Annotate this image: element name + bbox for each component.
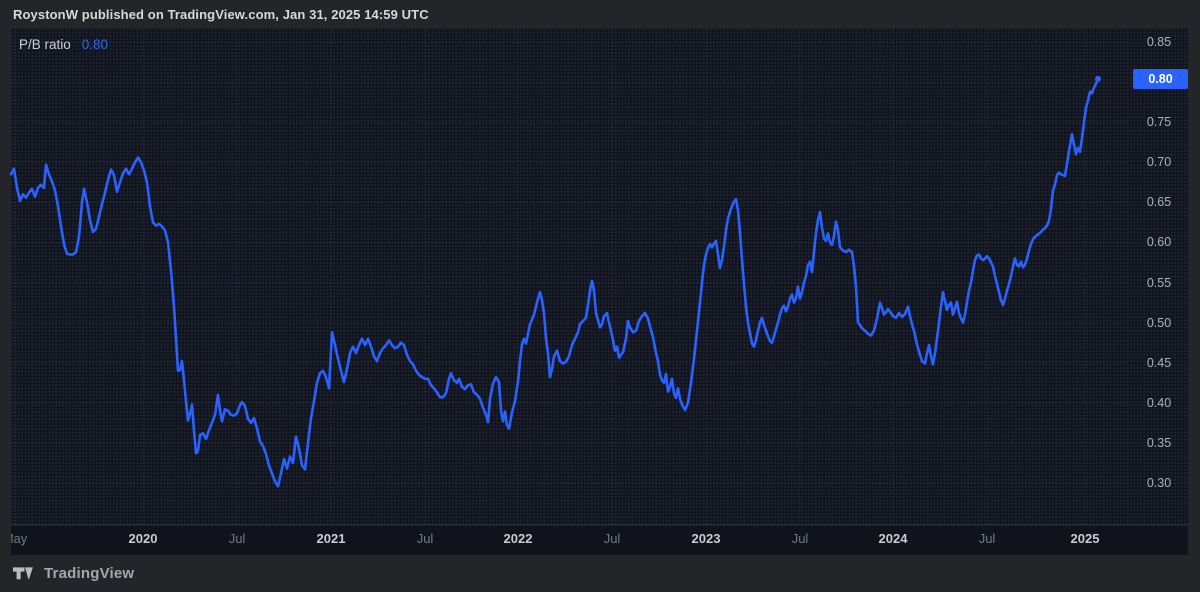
price-tick-label: 0.45 xyxy=(1146,355,1172,370)
price-tick-label: 0.75 xyxy=(1146,115,1172,130)
series-last-value: 0.80 xyxy=(81,37,109,52)
price-tick-label: 0.35 xyxy=(1146,435,1172,450)
chart-legend: P/B ratio 0.80 xyxy=(19,37,108,52)
price-tick-label: 0.60 xyxy=(1146,235,1172,250)
time-tick-label: 2025 xyxy=(1070,531,1100,546)
series-title: P/B ratio xyxy=(19,37,71,52)
price-tick-label: 0.85 xyxy=(1146,35,1172,49)
time-tick-label: 2022 xyxy=(503,531,533,546)
time-scale[interactable]: May 2020 Jul 2021 Jul 2022 Jul 2023 Jul 2024 Jul 20… xyxy=(11,526,1188,553)
attribution-bar: RoystonW published on TradingView.com, J… xyxy=(0,0,1200,28)
time-tick-label: Jul xyxy=(791,531,809,546)
attribution-text: RoystonW published on TradingView.com, J… xyxy=(13,6,429,22)
time-tick-label: Jul xyxy=(978,531,996,546)
price-scale[interactable]: 0.85 0.75 0.70 0.65 0.60 0.55 0.50 0.45 0.40 0.35… xyxy=(1130,28,1188,525)
tradingview-logo-icon[interactable] xyxy=(13,565,36,582)
price-tick-label: 0.40 xyxy=(1146,395,1172,410)
time-tick-label: 2024 xyxy=(878,531,908,546)
time-tick-label: Jul xyxy=(603,531,621,546)
last-price-badge: 0.80 xyxy=(1133,69,1188,89)
time-tick-label: 2021 xyxy=(316,531,346,546)
price-tick-label: 0.50 xyxy=(1146,315,1172,330)
time-tick-label: Jul xyxy=(228,531,246,546)
time-tick-label: 2020 xyxy=(128,531,158,546)
time-tick-label: 2023 xyxy=(691,531,721,546)
price-tick-label: 0.30 xyxy=(1146,476,1172,490)
tradingview-logo-text[interactable]: TradingView xyxy=(44,565,135,582)
grid-dots-texture xyxy=(11,28,1188,525)
price-tick-label: 0.65 xyxy=(1146,195,1172,210)
time-tick-label: Jul xyxy=(416,531,434,546)
footer-bar: TradingView xyxy=(0,555,1200,592)
price-tick-label: 0.70 xyxy=(1146,155,1172,170)
price-tick-label: 0.55 xyxy=(1146,275,1172,290)
time-tick-label: May xyxy=(11,531,28,546)
